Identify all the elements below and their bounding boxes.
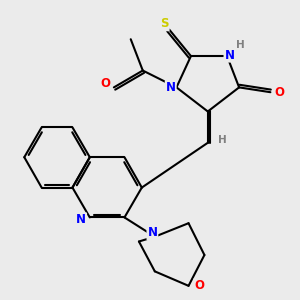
Text: N: N bbox=[147, 226, 158, 239]
Text: O: O bbox=[100, 77, 110, 90]
Text: H: H bbox=[218, 135, 226, 146]
Text: H: H bbox=[236, 40, 245, 50]
Text: O: O bbox=[274, 86, 284, 99]
Text: N: N bbox=[76, 213, 86, 226]
Text: O: O bbox=[194, 279, 204, 292]
Text: N: N bbox=[166, 81, 176, 94]
Text: S: S bbox=[160, 17, 169, 30]
Text: N: N bbox=[224, 49, 235, 62]
